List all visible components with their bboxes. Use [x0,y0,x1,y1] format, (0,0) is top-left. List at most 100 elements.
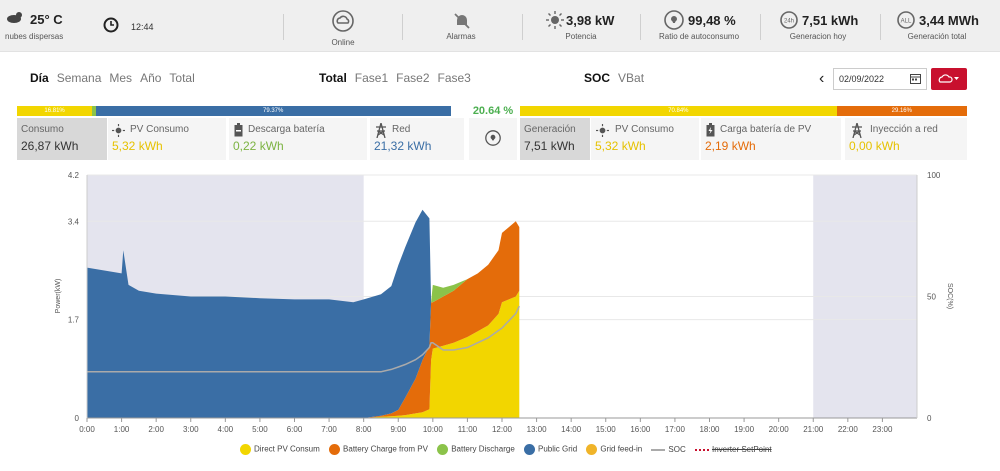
gen-today-value: 7,51 kWh [802,13,859,28]
gen-total-value: 3,44 MWh [919,13,979,28]
legend-item-direct-pv[interactable]: Direct PV Consum [240,444,320,455]
clock-time: 12:44 [131,22,154,32]
x-tick-label: 11:00 [458,425,478,434]
x-tick-label: 16:00 [630,425,651,434]
legend-item-setpoint[interactable]: Inverter SetPoint [694,445,772,454]
gen-total-label: Generación total [907,32,967,41]
autoconsumo-label: Ratio de autoconsumo [658,32,740,41]
tab-vbat[interactable]: VBat [618,71,645,85]
soc-line [87,305,520,373]
temperature: 25° C [30,12,63,27]
tab-total[interactable]: Total [169,71,195,85]
grid-injection-card: Inyección a red 0,00 kWh [845,118,967,160]
tab-month[interactable]: Mes [109,71,133,85]
legend-item-battery-discharge[interactable]: Battery Discharge [437,444,515,455]
y-tick-label: 4.2 [68,171,80,180]
x-tick-label: 0:00 [79,425,95,434]
x-tick-label: 2:00 [148,425,164,434]
tab-day[interactable]: Día [30,71,49,85]
svg-text:ALL: ALL [901,19,912,25]
alarms-label[interactable]: Alarmas [446,32,476,41]
card-value: 21,32 kWh [374,139,432,153]
date-input[interactable]: 02/09/2022 [833,68,927,90]
x-tick-label: 7:00 [321,425,337,434]
series-area [87,290,520,418]
card-value: 26,87 kWh [21,139,79,153]
y-tick-label: 3.4 [68,217,80,226]
generation-card: Generación 7,51 kWh [520,118,590,160]
divider [522,14,523,40]
previous-day-button[interactable]: ‹ [819,70,825,87]
power-value: 3,98 kW [566,13,615,28]
divider [402,14,403,40]
card-value: 0,00 kWh [849,139,900,153]
consumption-card: Consumo 26,87 kWh [17,118,107,160]
tab-phase-3[interactable]: Fase3 [437,71,471,85]
series-area [87,221,520,418]
calendar-icon[interactable] [910,73,921,84]
card-title: Descarga batería [248,124,325,135]
power-tower-icon [376,123,386,138]
bar-segment [92,106,96,116]
series-area [87,209,520,418]
download-dropdown-button[interactable] [931,68,967,90]
x-tick-label: 13:00 [527,425,548,434]
x-tick-label: 20:00 [769,425,790,434]
x-tick-label: 12:00 [492,425,513,434]
x-tick-label: 19:00 [734,425,755,434]
tab-phase-1[interactable]: Fase1 [354,71,389,85]
y-tick-label: 0 [75,414,80,423]
x-tick-label: 6:00 [287,425,303,434]
center-percentage: 20.64 % [472,105,514,117]
card-title: Inyección a red [870,124,938,135]
x-tick-label: 22:00 [838,425,859,434]
top-status-bar: 25° C nubes dispersas 12:44 Online Alarm… [0,0,1000,52]
tab-phase-total[interactable]: Total [319,71,347,85]
x-tick-label: 17:00 [665,425,686,434]
x-tick-label: 14:00 [561,425,582,434]
card-value: 0,22 kWh [233,139,284,153]
y2-axis-title: SOC(%) [946,283,953,309]
lightbulb-icon [664,10,684,30]
mode-tabs: SOC VBat [584,71,652,85]
y2-tick-label: 0 [927,414,932,423]
legend-item-soc[interactable]: SOC [651,445,686,454]
sun-icon [596,124,609,137]
battery-charge-card: Carga batería de PV 2,19 kWh [701,118,841,160]
card-title: Consumo [21,124,64,135]
tab-year[interactable]: Año [140,71,162,85]
legend-item-battery-charge[interactable]: Battery Charge from PV [329,444,428,455]
battery-charging-icon [706,123,715,137]
alarm-bell-off-icon[interactable] [452,11,472,31]
sun-icon [546,11,564,29]
battery-discharge-card: Descarga batería 0,22 kWh [229,118,367,160]
period-tabs: Día Semana Mes Año Total [30,71,203,85]
x-tick-label: 15:00 [596,425,617,434]
legend-item-public-grid[interactable]: Public Grid [524,444,577,455]
card-title: PV Consumo [615,124,674,135]
online-status: Online [331,38,355,47]
tab-soc[interactable]: SOC [584,71,611,85]
divider [283,14,284,40]
autoconsumo-value: 99,48 % [688,13,736,28]
battery-icon [234,123,243,137]
x-tick-label: 3:00 [183,425,199,434]
y2-tick-label: 50 [927,293,936,302]
pv-consumption-card: PV Consumo 5,32 kWh [108,118,226,160]
y-axis-title: Power(kW) [55,279,62,314]
bar-segment: 29.16% [836,106,967,116]
night-band [87,175,364,418]
card-title: PV Consumo [130,124,189,135]
x-tick-label: 21:00 [803,425,824,434]
tab-week[interactable]: Semana [56,71,102,85]
x-tick-label: 10:00 [423,425,444,434]
x-tick-label: 4:00 [218,425,234,434]
power-tower-icon [852,123,862,138]
grid-card: Red 21,32 kWh [370,118,464,160]
tab-phase-2[interactable]: Fase2 [396,71,430,85]
legend-item-grid-feed-in[interactable]: Grid feed-in [586,444,642,455]
gen-today-label: Generacion hoy [789,32,847,41]
card-title: Red [392,124,411,135]
bar-segment: 70.84% [520,106,837,116]
divider [880,14,881,40]
